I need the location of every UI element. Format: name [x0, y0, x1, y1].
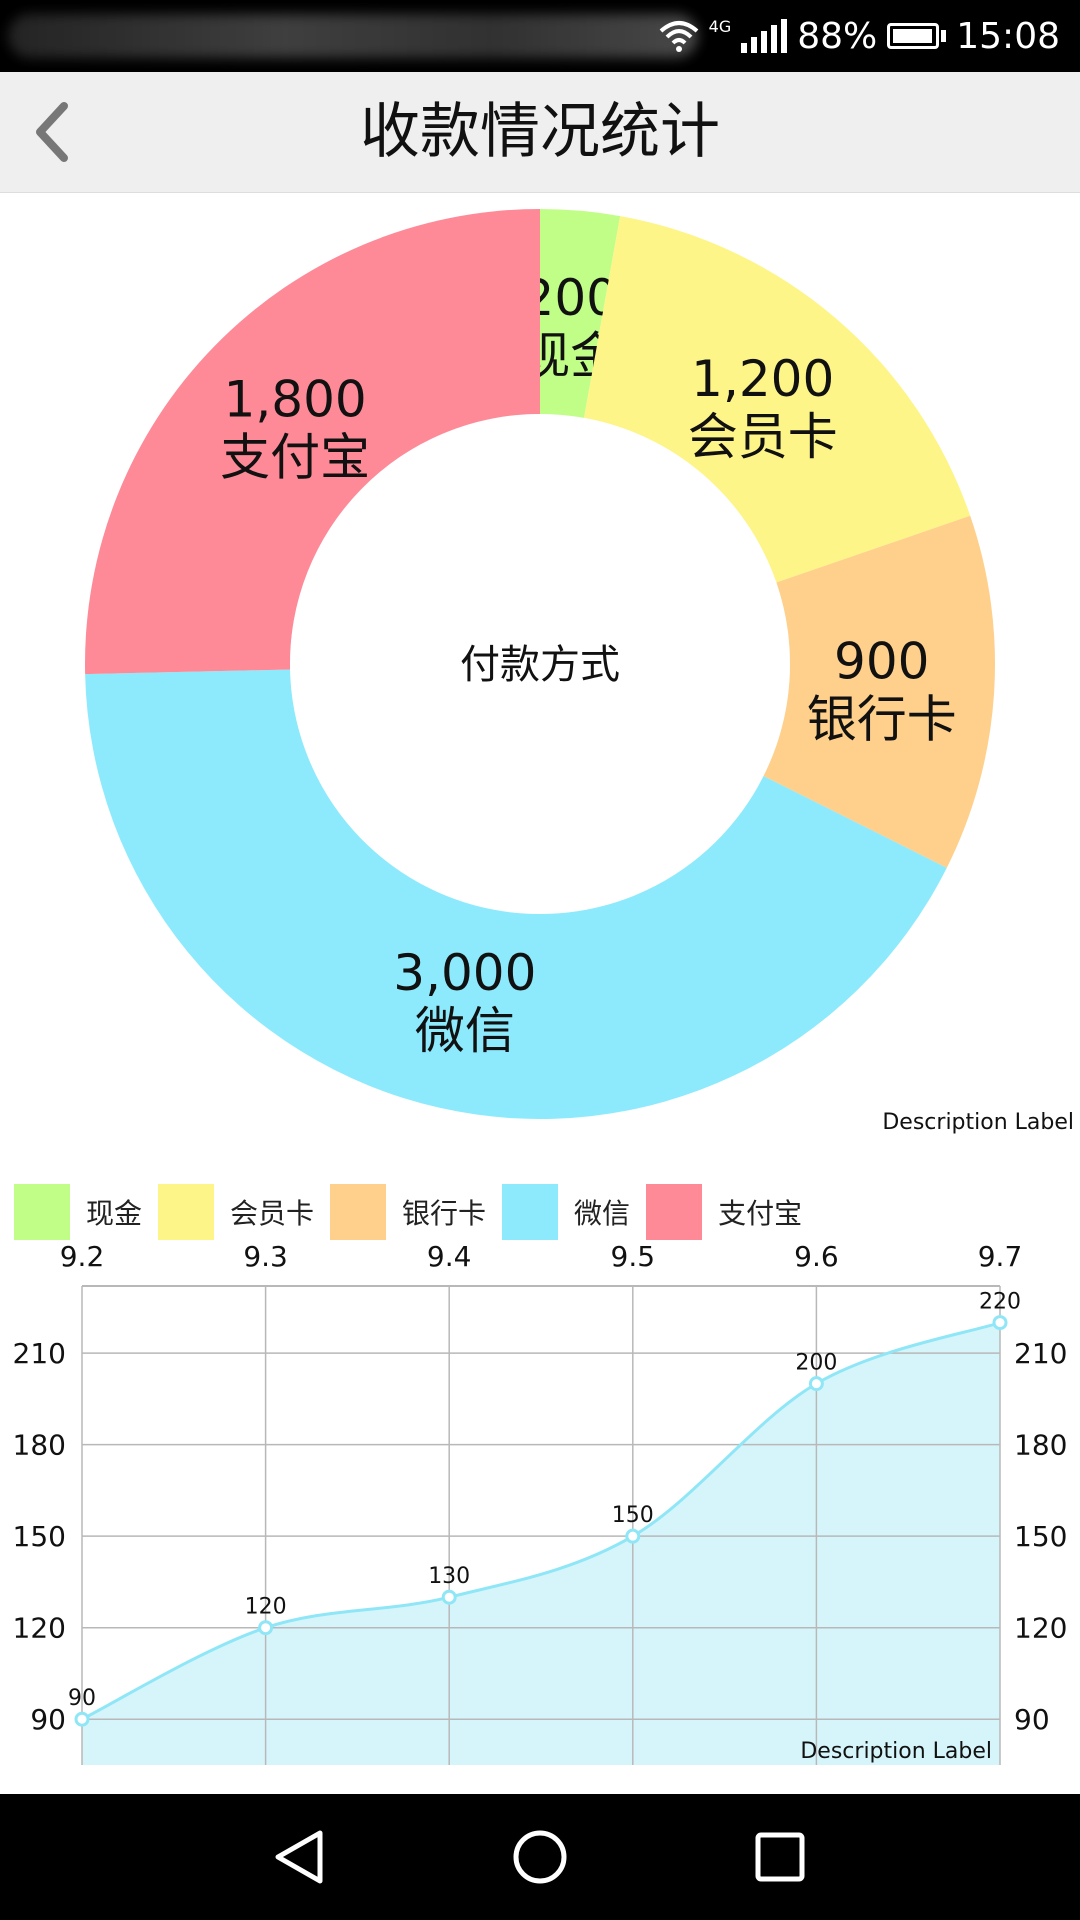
line-description-label: Description Label [800, 1739, 992, 1764]
battery-icon [887, 23, 947, 49]
slice-name-label: 微信 [415, 1002, 515, 1060]
square-recents-icon [755, 1832, 805, 1882]
donut-center-text: 付款方式 [460, 642, 620, 688]
legend-item-alipay: 支付宝 [646, 1184, 802, 1240]
back-button[interactable] [18, 94, 94, 170]
legend-swatch [330, 1184, 387, 1240]
app-header: 收款情况统计 [0, 72, 1080, 193]
donut-slice[interactable] [85, 669, 947, 1119]
data-value-label: 130 [428, 1564, 470, 1589]
legend-swatch [14, 1184, 70, 1240]
system-nav-bar [0, 1794, 1080, 1920]
data-point[interactable] [74, 1711, 90, 1727]
x-tick-label: 9.4 [427, 1240, 472, 1273]
legend-item-member-card: 会员卡 [158, 1184, 314, 1240]
x-tick-label: 9.7 [978, 1240, 1023, 1273]
data-value-label: 220 [979, 1290, 1021, 1315]
page-title: 收款情况统计 [360, 97, 720, 167]
nav-recents-button[interactable] [742, 1819, 818, 1895]
donut-hole [312, 436, 768, 892]
slice-name-label: 会员卡 [688, 408, 838, 466]
data-value-label: 200 [795, 1351, 837, 1376]
legend-item-bank-card: 银行卡 [330, 1184, 486, 1240]
legend-swatch [646, 1184, 703, 1240]
daily-trend-line-chart: 9.2 9.3 9.4 9.5 9.6 9.7 90 90 120 120 150 150 180 180… [0, 1230, 1080, 1765]
circle-home-icon [513, 1830, 567, 1884]
data-value-label: 150 [612, 1503, 654, 1528]
y-tick-label-right: 180 [1014, 1429, 1067, 1462]
legend-swatch [502, 1184, 559, 1240]
legend-label: 会员卡 [230, 1197, 315, 1230]
data-value-label: 90 [68, 1686, 96, 1711]
y-tick-label-right: 120 [1014, 1612, 1067, 1645]
data-point[interactable] [258, 1620, 274, 1636]
data-point[interactable] [441, 1589, 457, 1605]
signal-strength-icon [741, 19, 788, 53]
x-tick-label: 9.2 [60, 1240, 105, 1273]
y-tick-label-left: 90 [30, 1703, 66, 1736]
legend-item-wechat: 微信 [502, 1184, 630, 1240]
y-tick-label-right: 210 [1014, 1337, 1067, 1370]
legend-label: 微信 [574, 1197, 631, 1230]
slice-value-label: 3,000 [393, 944, 536, 1002]
legend-label: 银行卡 [402, 1197, 487, 1230]
nav-home-button[interactable] [502, 1819, 578, 1895]
x-tick-label: 9.3 [243, 1240, 288, 1273]
y-tick-label-left: 210 [13, 1337, 66, 1370]
donut-slice[interactable] [540, 209, 621, 418]
battery-percent: 88% [797, 15, 878, 57]
legend-item-cash: 现金 [14, 1184, 142, 1240]
slice-value-label: 1,800 [224, 371, 367, 429]
donut-slice[interactable] [763, 515, 995, 868]
y-tick-label-left: 150 [13, 1520, 66, 1553]
donut-description-label: Description Label [882, 1110, 1074, 1135]
legend-label: 支付宝 [718, 1197, 803, 1230]
data-value-label: 120 [245, 1595, 287, 1620]
nav-back-button[interactable] [262, 1819, 338, 1895]
area-fill [82, 1322, 1000, 1765]
slice-value-label: 1,200 [691, 350, 834, 408]
payment-method-donut-chart: 200 现金 1,200 会员卡 900 银行卡 3,000 微信 1,800 支付宝 付款方式 [0, 192, 1080, 1152]
x-tick-label: 9.6 [794, 1240, 839, 1273]
data-point[interactable] [992, 1315, 1008, 1331]
chart-legend: 现金 会员卡 银行卡 微信 支付宝 [14, 1184, 818, 1240]
notification-icons-blurred [8, 14, 698, 58]
network-type-label: 4G [708, 16, 732, 36]
y-tick-label-left: 120 [13, 1612, 66, 1645]
slice-value-label: 900 [834, 633, 929, 691]
donut-slice[interactable] [85, 209, 540, 675]
clock: 15:08 [956, 15, 1060, 57]
data-point[interactable] [625, 1528, 641, 1544]
data-point[interactable] [808, 1376, 824, 1392]
y-tick-label-right: 90 [1014, 1703, 1050, 1736]
legend-swatch [158, 1184, 215, 1240]
slice-name-label: 支付宝 [220, 429, 370, 487]
donut-inner-ring [290, 414, 790, 914]
series-line [81, 1321, 1001, 1721]
wifi-icon [659, 21, 698, 52]
status-indicators: 4G 88% 15:08 [659, 12, 1060, 60]
x-tick-label: 9.5 [611, 1240, 656, 1273]
legend-label: 现金 [86, 1197, 143, 1230]
triangle-back-icon [275, 1830, 323, 1884]
chevron-left-icon [36, 102, 68, 162]
y-tick-label-right: 150 [1014, 1520, 1067, 1553]
y-tick-label-left: 180 [13, 1429, 66, 1462]
slice-name-label: 银行卡 [807, 691, 957, 749]
status-bar: 4G 88% 15:08 [0, 0, 1080, 72]
donut-slice[interactable] [584, 216, 971, 583]
